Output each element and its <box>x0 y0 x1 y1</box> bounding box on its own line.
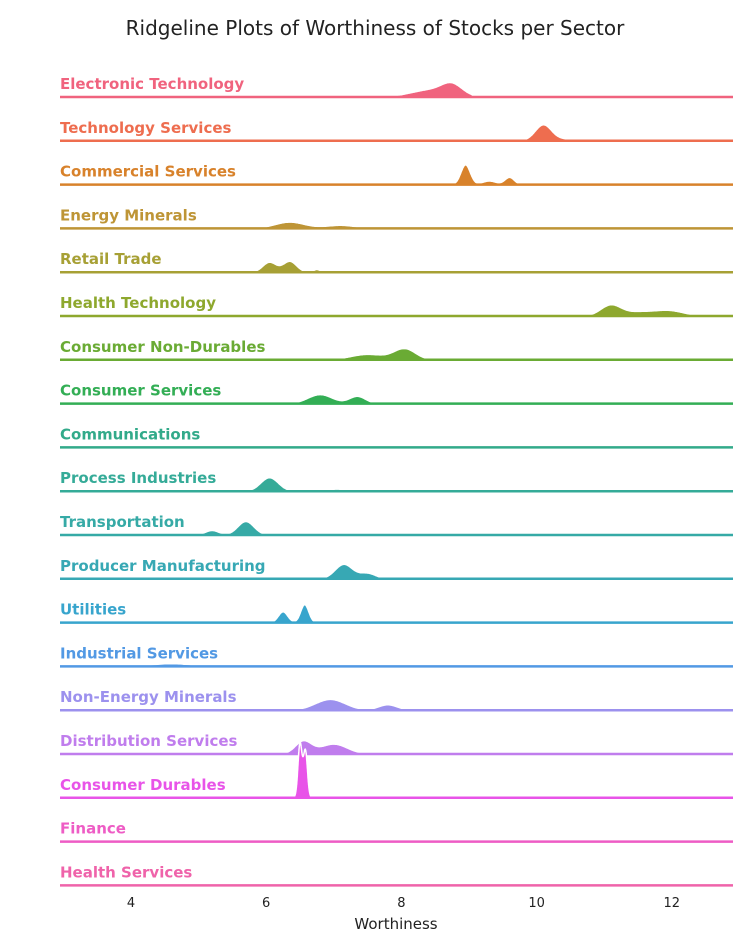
x-tick-label: 10 <box>528 896 545 911</box>
density-area <box>256 603 318 624</box>
x-axis-ticks: 4 6 8 10 12 <box>127 896 680 911</box>
ridge-row: Consumer Services <box>60 382 733 405</box>
density-area <box>319 347 537 361</box>
density-area <box>512 124 635 142</box>
ridge-row: Technology Services <box>60 119 733 143</box>
ridge-row: Health Technology <box>60 294 733 318</box>
ridge-label: Health Services <box>60 863 192 881</box>
ridgeline-rows: Electronic Technology Technology Services… <box>60 75 733 887</box>
ridge-label: Industrial Services <box>60 644 218 662</box>
ridge-label: Distribution Services <box>60 732 238 750</box>
ridge-row: Energy Minerals <box>60 206 733 230</box>
ridge-label: Consumer Durables <box>60 776 226 794</box>
ridge-label: Health Technology <box>60 294 216 312</box>
ridge-label: Process Industries <box>60 469 216 487</box>
ridge-label: Communications <box>60 425 200 443</box>
density-area <box>265 221 376 230</box>
ridge-row: Finance <box>60 820 733 843</box>
ridge-label: Technology Services <box>60 119 232 137</box>
x-tick-label: 8 <box>397 896 405 911</box>
ridge-label: Producer Manufacturing <box>60 557 266 575</box>
ridge-label: Consumer Services <box>60 382 221 400</box>
ridge-label: Consumer Non-Durables <box>60 338 265 356</box>
ridge-row: Transportation <box>60 513 733 537</box>
ridge-row: Commercial Services <box>60 163 733 186</box>
ridge-label: Commercial Services <box>60 163 236 181</box>
ridge-row: Communications <box>60 425 733 449</box>
density-area <box>316 563 386 580</box>
density-area <box>197 520 267 536</box>
ridge-label: Transportation <box>60 513 185 531</box>
ridge-row: Consumer Non-Durables <box>60 338 733 362</box>
x-tick-label: 12 <box>664 896 681 911</box>
density-area <box>289 393 398 405</box>
ridge-label: Electronic Technology <box>60 75 244 93</box>
x-tick-label: 6 <box>262 896 270 911</box>
density-area <box>299 698 422 711</box>
ridge-row: Utilities <box>60 601 733 624</box>
ridge-label: Retail Trade <box>60 250 162 268</box>
ridge-row: Health Services <box>60 863 733 887</box>
density-area <box>445 164 521 186</box>
density-area <box>218 476 368 492</box>
density-area <box>248 260 325 273</box>
ridge-label: Energy Minerals <box>60 206 197 224</box>
ridge-label: Finance <box>60 820 126 838</box>
ridge-row: Consumer Durables <box>60 741 733 800</box>
density-area <box>393 81 474 98</box>
density-area <box>249 739 376 755</box>
ridge-row: Non-Energy Minerals <box>60 688 733 712</box>
density-area <box>577 303 700 317</box>
ridge-row: Industrial Services <box>60 644 733 668</box>
ridge-row: Distribution Services <box>60 732 733 756</box>
chart-title: Ridgeline Plots of Worthiness of Stocks … <box>126 16 625 40</box>
ridge-label: Non-Energy Minerals <box>60 688 237 706</box>
ridge-row: Producer Manufacturing <box>60 557 733 581</box>
ridge-row: Retail Trade <box>60 250 733 274</box>
ridge-label: Utilities <box>60 601 126 619</box>
x-axis-label: Worthiness <box>354 915 437 933</box>
x-tick-label: 4 <box>127 896 135 911</box>
ridge-row: Electronic Technology <box>60 75 733 99</box>
ridge-row: Process Industries <box>60 469 733 493</box>
